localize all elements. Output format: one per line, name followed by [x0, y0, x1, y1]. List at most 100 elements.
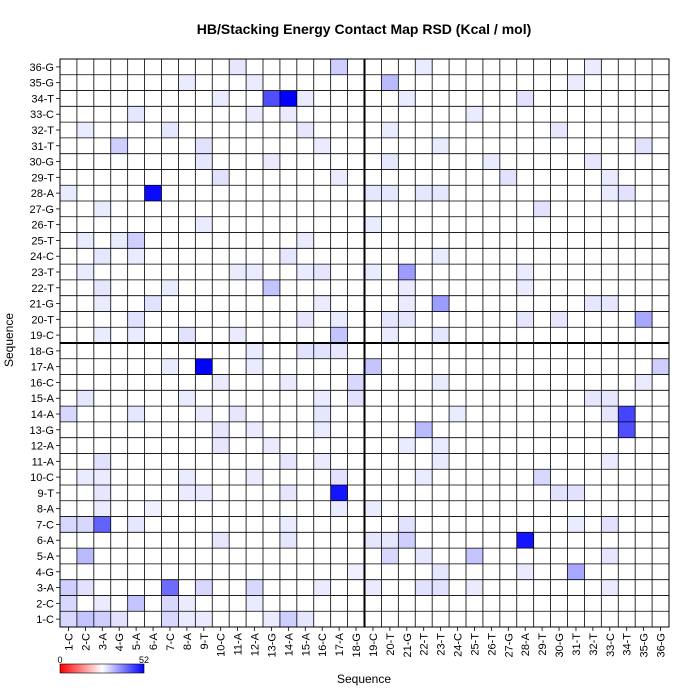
x-tick-label: 4-G — [114, 633, 126, 651]
heatmap-cell — [330, 500, 348, 517]
heatmap-cell — [110, 137, 128, 154]
heatmap-cell — [601, 579, 619, 596]
heatmap-cell — [347, 374, 365, 391]
heatmap-cell — [195, 153, 213, 170]
heatmap-cell — [212, 421, 230, 438]
x-tick-label: 17-A — [334, 632, 346, 656]
heatmap-cell — [330, 485, 348, 501]
heatmap-cell — [161, 611, 179, 627]
heatmap-cell — [550, 311, 568, 328]
y-tick-label: 29-T — [31, 172, 54, 184]
heatmap-cell — [635, 137, 653, 154]
heatmap-cell — [76, 579, 94, 596]
x-tick-label: 3-A — [97, 632, 109, 650]
heatmap-cell — [279, 611, 297, 627]
heatmap-cell — [127, 106, 145, 123]
x-tick-label: 1-C — [63, 633, 75, 651]
heatmap-cell — [246, 358, 263, 375]
heatmap-cell — [516, 279, 534, 296]
heatmap-cell — [246, 106, 263, 123]
heatmap-cell — [279, 485, 297, 501]
heatmap-cell — [330, 59, 348, 75]
y-tick-label: 23-T — [31, 267, 54, 279]
y-tick-label: 3-A — [37, 583, 55, 595]
heatmap-cell — [296, 122, 314, 138]
heatmap-cell — [635, 311, 653, 328]
divider-lines — [60, 59, 669, 627]
heatmap-cell — [550, 485, 568, 501]
heatmap-cell — [398, 90, 416, 107]
y-tick-label: 20-T — [31, 314, 54, 326]
heatmap-cell — [449, 406, 466, 422]
x-tick-label: 8-A — [182, 632, 194, 650]
heatmap-cell — [398, 532, 416, 549]
heatmap-cell — [229, 406, 247, 422]
heatmap-cell — [313, 264, 331, 280]
y-tick-label: 35-G — [30, 78, 54, 90]
y-tick-label: 13-G — [30, 425, 54, 437]
heatmap-cell — [313, 295, 331, 312]
x-tick-label: 27-G — [503, 633, 515, 657]
heatmap-cell — [195, 137, 213, 154]
x-tick-label: 36-G — [656, 633, 668, 657]
heatmap-cell — [432, 185, 450, 201]
y-tick-label: 5-A — [37, 551, 55, 563]
heatmap-cell — [161, 595, 179, 612]
heatmap-cell — [296, 343, 314, 359]
y-tick-label: 21-G — [30, 299, 54, 311]
heatmap-cell — [432, 374, 450, 391]
x-tick-label: 34-T — [622, 633, 634, 656]
heatmap-cell — [381, 153, 399, 170]
y-tick-label: 6-A — [37, 535, 55, 547]
heatmap-cell — [76, 469, 94, 485]
heatmap-cell — [195, 358, 213, 375]
heatmap-cell — [296, 611, 314, 627]
heatmap-cell — [60, 595, 77, 612]
heatmap-cell — [60, 579, 77, 596]
y-tick-label: 15-A — [31, 393, 55, 405]
heatmap-cell — [601, 516, 619, 533]
heatmap-cell — [584, 153, 602, 170]
x-tick-label: 7-C — [165, 633, 177, 651]
x-tick-label: 14-A — [283, 632, 295, 656]
heatmap-cell — [296, 232, 314, 249]
heatmap-cell — [398, 279, 416, 296]
heatmap-cell — [516, 563, 534, 580]
heatmap-cell — [381, 532, 399, 549]
heatmap-cell — [195, 611, 213, 627]
heatmap-cell — [279, 90, 297, 107]
heatmap-cell — [466, 548, 483, 564]
heatmap-cell — [212, 374, 230, 391]
heatmap-cell — [567, 74, 585, 91]
y-tick-label: 25-T — [31, 235, 54, 247]
heatmap-cell — [415, 59, 433, 75]
heatmap-cell — [178, 485, 196, 501]
x-tick-label: 24-C — [453, 633, 465, 657]
heatmap-cell — [246, 579, 263, 596]
heatmap-cell — [296, 90, 314, 107]
x-tick-label: 9-T — [199, 633, 211, 650]
heatmap-cell — [567, 563, 585, 580]
heatmap-cell — [432, 248, 450, 265]
heatmap-cell — [76, 611, 94, 627]
heatmap-cell — [482, 153, 500, 170]
heatmap-cell — [76, 548, 94, 564]
heatmap-cell — [601, 185, 619, 201]
heatmap-cell — [313, 406, 331, 422]
heatmap-cell — [381, 122, 399, 138]
heatmap-cell — [313, 453, 331, 470]
heatmap-cell — [499, 169, 517, 186]
heatmap-cell — [127, 516, 145, 533]
heatmap-cell — [263, 153, 280, 170]
heatmap-cell — [584, 295, 602, 312]
heatmap-cell — [364, 185, 382, 201]
heatmap-cell — [110, 232, 128, 249]
y-tick-label: 12-A — [31, 441, 55, 453]
heatmap-cell — [313, 390, 331, 407]
heatmap-cell — [432, 137, 450, 154]
heatmap-cell — [364, 216, 382, 233]
x-tick-label: 20-T — [385, 633, 397, 656]
heatmap-cell — [76, 264, 94, 280]
heatmap-cell — [516, 532, 534, 549]
heatmap-cell — [246, 343, 263, 359]
